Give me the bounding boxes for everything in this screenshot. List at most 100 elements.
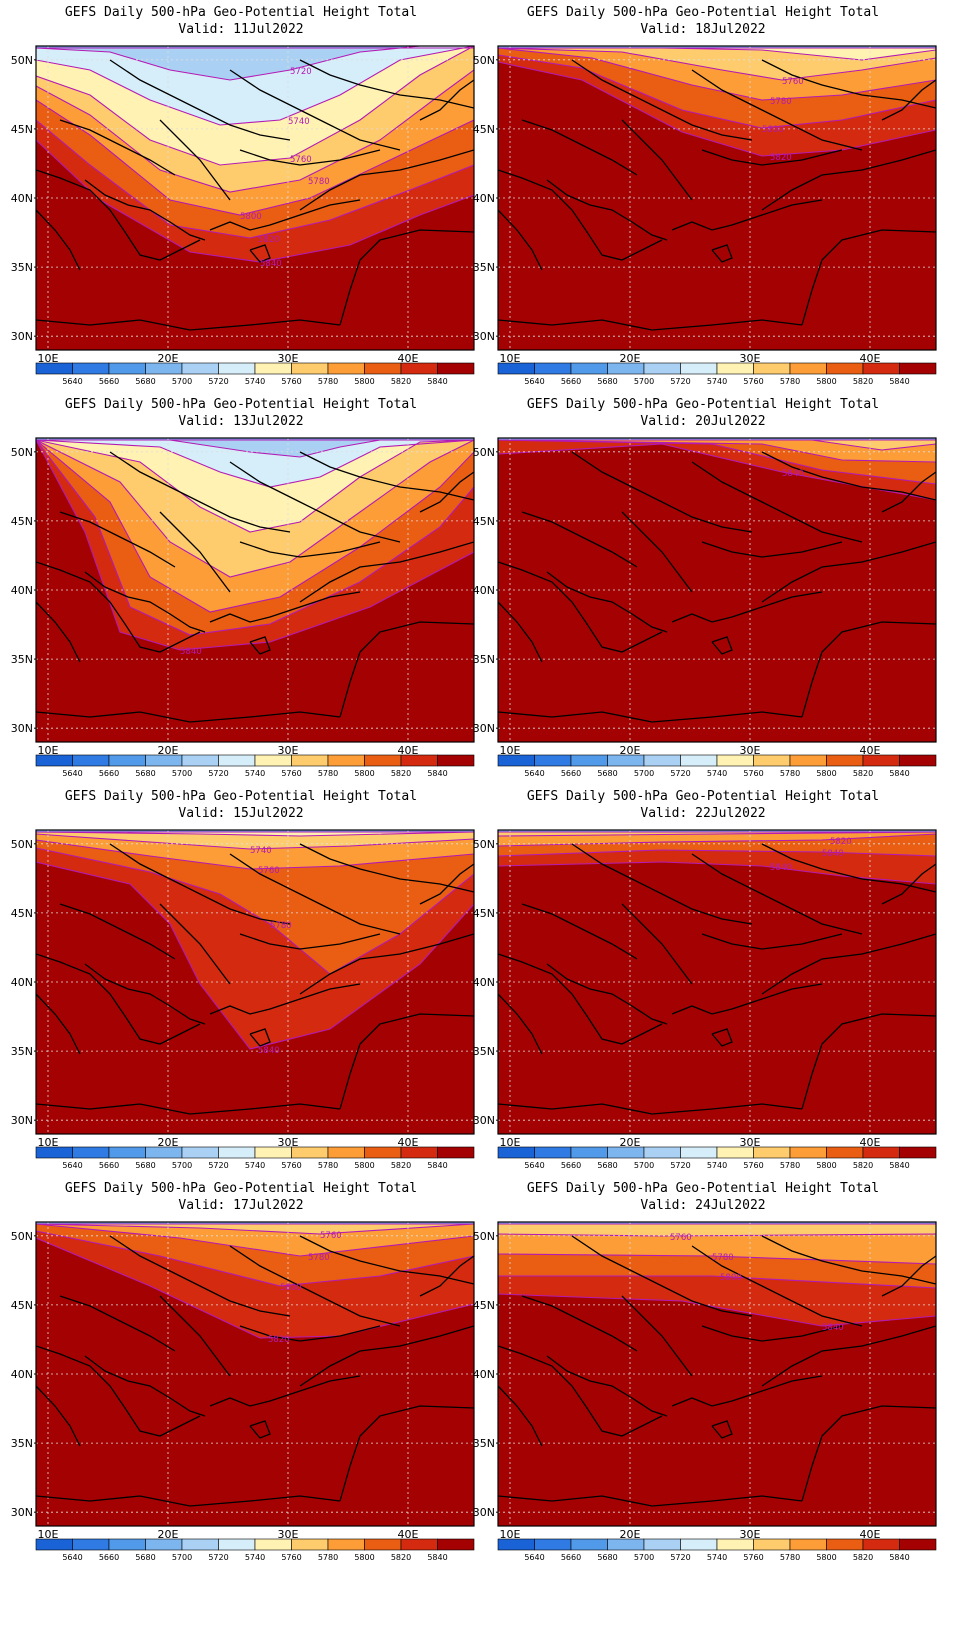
coastline [159,1295,231,1377]
latitude-tick-label: 30N [473,330,495,343]
forecast-panel: 5800 5820 5840 5840 50N 45N 40N 35N 30N 10E 20E 30E… [462,784,944,1194]
coastline [761,451,936,501]
colorbar-label: 5720 [670,769,690,778]
colorbar-swatch [570,754,608,767]
coastline [571,1235,753,1317]
colorbar-label: 5760 [743,1161,763,1170]
colorbar-swatch [327,754,365,767]
colorbar-label: 5780 [318,1161,338,1170]
colorbar-label: 5720 [670,1553,690,1562]
longitude-tick-label: 40E [860,744,881,757]
coastline [498,209,543,271]
colorbar-label: 5840 [889,1553,909,1562]
geopotential-height-map: 5760 5780 5800 5820 50N 45N 40N 35N 30N 10E 20E 30E… [11,1221,475,1562]
coastline [209,199,361,231]
height-band [36,862,474,1134]
colorbar-swatch [145,362,183,375]
latitude-tick-label: 50N [11,1230,33,1243]
longitude-tick-label: 30E [740,1136,761,1149]
forecast-panel: 5760 5780 5800 5820 50N 45N 40N 35N 30N 10E 20E 30E… [462,0,944,410]
contour-label: 5800 [280,1283,302,1293]
contour-label: 5840 [822,849,844,859]
panel-valid-date: Valid: 18Jul2022 [640,22,766,37]
contour-line [498,61,936,157]
panel-title: GEFS Daily 500-hPa Geo-Potential Height … [526,5,880,20]
colorbar-swatch [145,1538,183,1551]
longitude-tick-label: 30E [278,352,299,365]
contour-line [36,839,474,870]
coastline [229,1245,401,1327]
contour-label: 5840 [782,469,804,479]
contour-label: 5840 [822,1323,844,1333]
colorbar-label: 5720 [208,377,228,386]
colorbar-swatch [400,1538,438,1551]
latitude-tick-label: 50N [473,1230,495,1243]
colorbar-swatch [789,1146,827,1159]
longitude-tick-label: 20E [158,352,179,365]
colorbar-swatch [145,754,183,767]
coastline [59,1295,176,1352]
panel-valid-date: Valid: 22Jul2022 [640,806,766,821]
contour-line [498,47,936,61]
colorbar-label: 5780 [780,769,800,778]
coastline [419,471,474,513]
longitude-tick-label: 40E [398,1136,419,1149]
colorbar-label: 5660 [561,769,581,778]
contour-label: 5740 [936,1221,944,1231]
colorbar-swatch [364,754,402,767]
coastline [521,511,638,568]
colorbar-label: 5800 [354,377,374,386]
colorbar-label: 5760 [281,769,301,778]
coastline [546,1355,668,1417]
colorbar-swatch [570,362,608,375]
colorbar-label: 5840 [427,377,447,386]
coastline [84,571,206,633]
colorbar-label: 5680 [597,769,617,778]
colorbar-label: 5820 [391,377,411,386]
coastline [761,933,936,995]
contour-line [498,1293,936,1327]
colorbar-label: 5680 [597,1553,617,1562]
colorbar-swatch [899,362,937,375]
contour-label: 5800 [762,125,784,135]
longitude-tick-label: 20E [158,744,179,757]
panel-valid-date: Valid: 24Jul2022 [640,1198,766,1213]
latitude-tick-label: 45N [473,907,495,920]
latitude-tick-label: 45N [11,123,33,136]
colorbar-swatch [108,1538,146,1551]
colorbar-label: 5800 [816,1553,836,1562]
colorbar-label: 5700 [172,377,192,386]
colorbar-label: 5840 [427,1161,447,1170]
latitude-tick-label: 40N [473,584,495,597]
panel-title: GEFS Daily 500-hPa Geo-Potential Height … [64,397,418,412]
coastline [339,1405,474,1502]
colorbar-swatch [291,362,329,375]
coastline [239,149,381,166]
coastline [498,561,663,653]
coastline [36,169,201,261]
colorbar-label: 5780 [780,1161,800,1170]
colorbar-swatch [72,754,110,767]
coastline [521,903,638,960]
coastline [109,451,291,533]
colorbar-label: 5800 [354,1161,374,1170]
coastline [691,1245,863,1327]
colorbar-label: 5660 [561,1553,581,1562]
colorbar-swatch [716,1146,754,1159]
panel-valid-date: Valid: 11Jul2022 [178,22,304,37]
coastline [546,963,668,1025]
colorbar-swatch [643,1538,681,1551]
latitude-tick-label: 35N [11,1045,33,1058]
colorbar-label: 5740 [245,1553,265,1562]
coastline [691,461,863,543]
panel-valid-date: Valid: 15Jul2022 [178,806,304,821]
colorbar-swatch [570,1146,608,1159]
contour-label: 5720 [290,67,312,77]
colorbar-swatch [680,754,718,767]
colorbar-swatch [899,1146,937,1159]
colorbar-label: 5780 [318,769,338,778]
contour-label: 5800 [720,1273,742,1283]
coastline [249,1420,271,1439]
coastline [36,1345,201,1437]
latitude-tick-label: 30N [473,1114,495,1127]
